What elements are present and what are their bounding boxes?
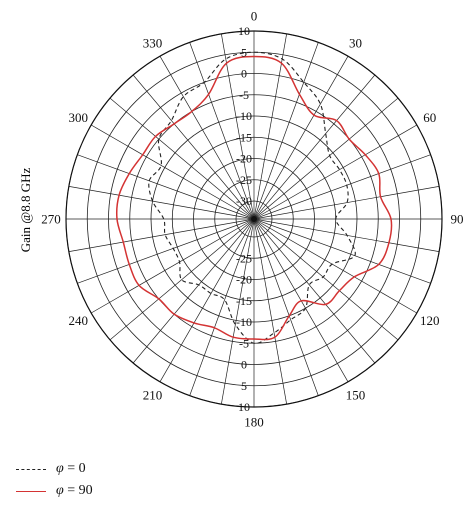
- grid-spoke: [68, 218, 255, 252]
- radial-tick-labels: 10 10 5 5 0 0 -5 -5 -10 -10 -15 -15 -20 -20 -25 -25 -30: [236, 24, 252, 414]
- grid-spoke: [253, 218, 319, 396]
- grid-spoke: [91, 124, 255, 220]
- radial-tick-label: 5: [241, 45, 247, 59]
- radial-tick-label: -5: [239, 336, 249, 350]
- legend-swatch-dashed: [16, 468, 46, 470]
- phi-symbol: φ: [56, 483, 64, 498]
- grid-circle: [150, 115, 358, 323]
- grid-spoke: [159, 218, 255, 382]
- grid-circle: [235, 200, 273, 238]
- legend-label-value: = 0: [63, 461, 86, 476]
- radial-tick-label: -10: [236, 315, 252, 329]
- angle-tick-label: 150: [346, 387, 366, 402]
- radial-tick-label: -20: [236, 273, 252, 287]
- gain-curves: [115, 51, 393, 344]
- grid-spoke: [109, 218, 255, 341]
- angle-tick-label: 240: [68, 313, 88, 328]
- radial-tick-label: 0: [241, 358, 247, 372]
- series-phi-90-line: [115, 55, 393, 341]
- angle-tick-label: 300: [68, 110, 88, 125]
- grid-circle: [193, 158, 315, 280]
- grid-spoke: [253, 33, 287, 220]
- legend-label: φ = 90: [56, 483, 93, 499]
- grid-spoke: [253, 218, 287, 405]
- radial-tick-label: -30: [236, 194, 252, 208]
- grid-spoke: [253, 218, 431, 284]
- grid-spoke: [68, 186, 255, 220]
- radial-tick-label: -5: [239, 88, 249, 102]
- angle-tick-label: 0: [251, 9, 258, 24]
- radial-tick-label: -15: [236, 294, 252, 308]
- radial-tick-label: -20: [236, 152, 252, 166]
- grid-spoke: [253, 218, 399, 341]
- y-axis-label-text: Gain @8.8 GHz: [18, 167, 33, 253]
- polar-chart: 10105500-5-5-10-10-15-15-20-20-25-25-30 …: [41, 9, 463, 430]
- grid-spoke: [221, 218, 255, 405]
- angle-tick-label: 330: [143, 36, 163, 51]
- angle-tick-labels: 0 30 60 90 120 150 180 210 240 270 300 330: [41, 9, 463, 430]
- legend-label: φ = 0: [56, 461, 86, 477]
- grid-spoke: [77, 218, 255, 284]
- angle-tick-label: 180: [244, 415, 264, 430]
- angle-tick-label: 270: [41, 212, 61, 227]
- legend-label-value: = 90: [63, 483, 93, 498]
- angle-tick-label: 210: [143, 387, 163, 402]
- grid-spoke: [253, 154, 431, 220]
- grid-spoke: [132, 218, 255, 364]
- radial-tick-label: 10: [238, 24, 250, 38]
- grid-spoke: [159, 56, 255, 220]
- grid-circle: [108, 73, 400, 365]
- grid-spoke: [189, 42, 255, 220]
- outer-circle: [65, 30, 443, 408]
- grid-spoke: [253, 56, 349, 220]
- radial-tick-label: -15: [236, 130, 252, 144]
- angle-tick-label: 120: [420, 313, 440, 328]
- legend: φ = 0 φ = 90: [16, 458, 93, 502]
- grid-spoke: [77, 154, 255, 220]
- angle-tick-label: 30: [349, 36, 362, 51]
- grid-spoke: [189, 218, 255, 396]
- grid-spoke: [253, 218, 376, 364]
- grid-spoke: [132, 74, 255, 220]
- grid-spoke: [109, 97, 255, 220]
- legend-item-phi-0: φ = 0: [16, 458, 93, 480]
- center-dot: [251, 216, 257, 222]
- legend-item-phi-90: φ = 90: [16, 480, 93, 502]
- radial-tick-label: 10: [238, 400, 250, 414]
- series-phi-0-line: [148, 51, 356, 344]
- radial-tick-label: 5: [241, 379, 247, 393]
- grid-spoke: [91, 218, 255, 314]
- radial-tick-label: -25: [236, 251, 252, 265]
- grid-spoke: [221, 33, 255, 220]
- legend-swatch-solid: [16, 490, 46, 492]
- radial-tick-label: -10: [236, 109, 252, 123]
- angle-tick-label: 90: [451, 212, 464, 227]
- angle-tick-label: 60: [423, 110, 436, 125]
- grid-spoke: [253, 74, 376, 220]
- grid-spoke: [253, 42, 319, 220]
- grid-spoke: [253, 124, 417, 220]
- grid-spoke: [253, 97, 399, 220]
- radial-tick-label: -25: [236, 173, 252, 187]
- phi-symbol: φ: [56, 461, 64, 476]
- radial-tick-label: 0: [241, 67, 247, 81]
- grid-spoke: [253, 186, 440, 220]
- grid-circle: [214, 179, 294, 259]
- grid-spoke: [253, 218, 417, 314]
- polar-grid: [65, 30, 443, 408]
